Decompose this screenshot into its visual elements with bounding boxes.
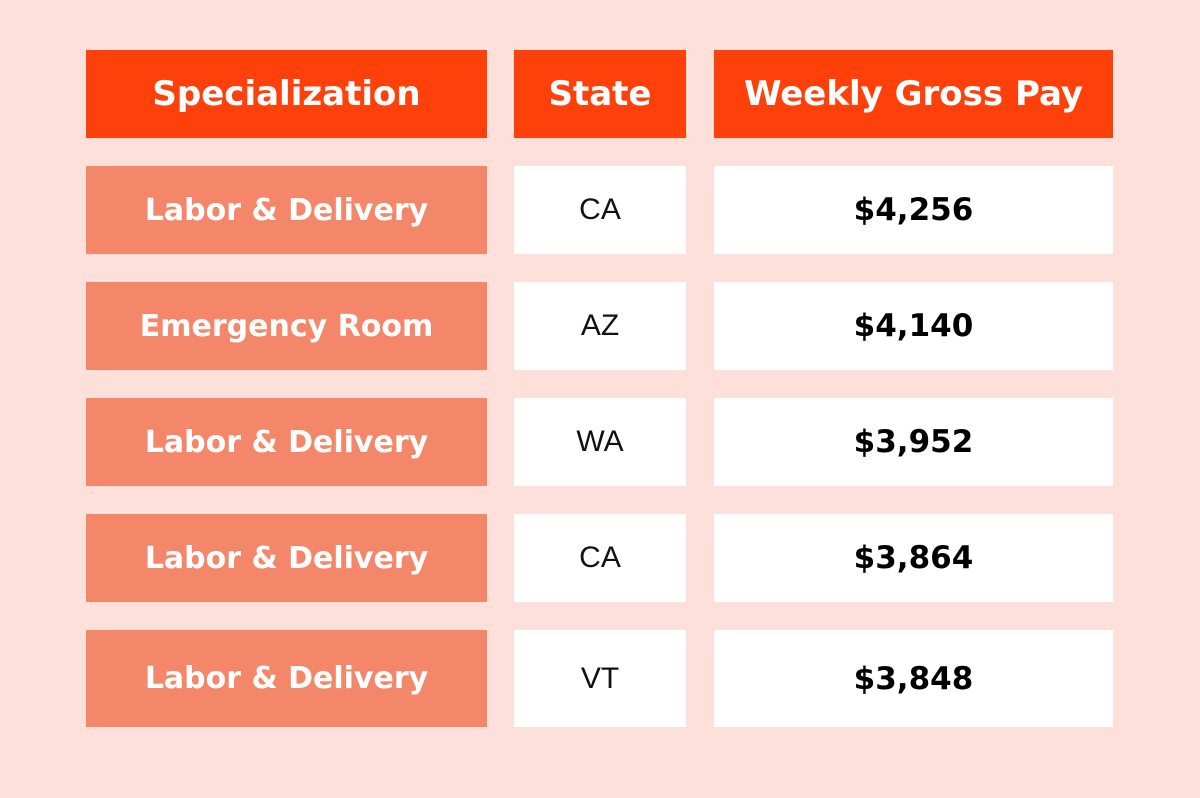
specialization-cell: Labor & Delivery	[86, 514, 487, 602]
state-cell: AZ	[514, 282, 686, 370]
pay-cell: $3,864	[714, 514, 1113, 602]
specialization-cell: Labor & Delivery	[86, 166, 487, 254]
header-cell: Specialization	[86, 50, 487, 138]
specialization-cell: Emergency Room	[86, 282, 487, 370]
pay-cell: $3,952	[714, 398, 1113, 486]
state-cell: CA	[514, 166, 686, 254]
pay-cell: $4,256	[714, 166, 1113, 254]
specialization-cell: Labor & Delivery	[86, 630, 487, 727]
header-cell: State	[514, 50, 686, 138]
state-cell: WA	[514, 398, 686, 486]
pay-cell: $4,140	[714, 282, 1113, 370]
pay-cell: $3,848	[714, 630, 1113, 727]
state-cell: VT	[514, 630, 686, 727]
state-cell: CA	[514, 514, 686, 602]
specialization-cell: Labor & Delivery	[86, 398, 487, 486]
header-cell: Weekly Gross Pay	[714, 50, 1113, 138]
